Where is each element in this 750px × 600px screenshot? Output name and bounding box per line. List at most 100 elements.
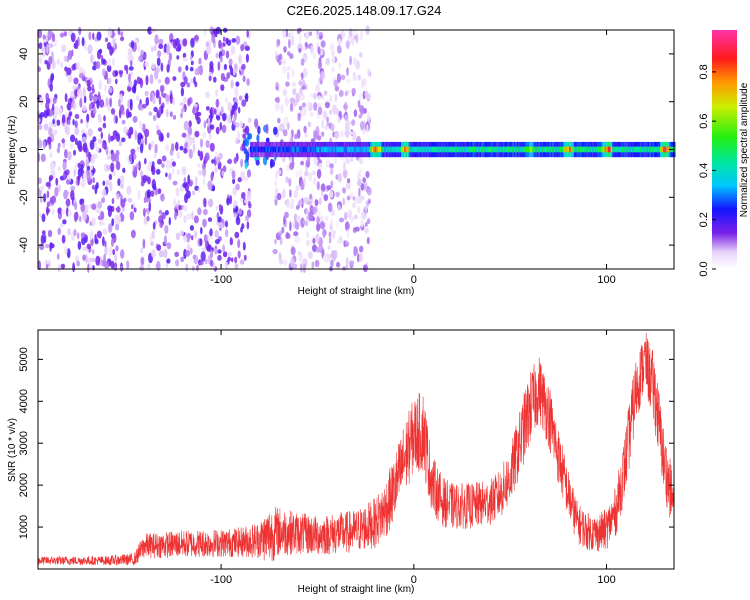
heatmap-band-core <box>467 146 469 153</box>
heatmap-cell <box>78 145 83 152</box>
heatmap-cell <box>80 198 85 205</box>
heatmap-cell <box>133 153 137 160</box>
heatmap-cell <box>165 159 171 170</box>
heatmap-cell <box>90 154 96 164</box>
heatmap-cell <box>306 239 310 247</box>
heatmap-cell <box>39 243 45 251</box>
heatmap-cell <box>237 177 242 183</box>
heatmap-cell <box>303 177 307 185</box>
heatmap-cell <box>89 91 93 102</box>
heatmap-band-core <box>273 146 275 153</box>
x-tick-label: 0 <box>411 574 417 586</box>
heatmap-cell <box>220 84 225 91</box>
heatmap-cell <box>122 110 125 116</box>
heatmap-cell <box>274 238 277 245</box>
heatmap-cell <box>156 244 162 251</box>
heatmap-cell <box>46 206 49 216</box>
heatmap-cell <box>91 184 95 190</box>
heatmap-band-core <box>472 146 474 153</box>
heatmap-band-core <box>584 146 587 153</box>
heatmap-cell <box>276 96 280 104</box>
heatmap-band-core <box>629 146 631 153</box>
heatmap-cell <box>352 202 356 209</box>
heatmap-cell <box>111 218 115 227</box>
heatmap-cell <box>366 111 370 122</box>
heatmap-cell <box>110 238 114 247</box>
heatmap-cell <box>61 138 65 144</box>
heatmap-cell <box>241 192 246 199</box>
heatmap-cell <box>50 74 54 84</box>
heatmap-cell <box>243 254 247 261</box>
heatmap-cell <box>226 114 232 125</box>
y-tick-label: 20 <box>18 96 30 108</box>
heatmap-cell <box>181 166 187 176</box>
heatmap-cell <box>298 253 303 263</box>
heatmap-band-core <box>621 146 624 153</box>
heatmap-cell <box>158 43 164 50</box>
heatmap-cell <box>62 173 66 180</box>
heatmap-cell <box>195 176 198 187</box>
heatmap-y-ticks: -40 -20 0 20 40 <box>18 48 674 253</box>
heatmap-cell <box>186 82 191 88</box>
heatmap-cell <box>66 102 72 111</box>
heatmap-band-core <box>422 146 425 153</box>
heatmap-cell <box>106 64 112 73</box>
heatmap-cell <box>359 168 362 173</box>
heatmap-band-core <box>544 146 547 153</box>
heatmap-band-core <box>418 146 420 153</box>
heatmap-band-core <box>479 146 482 153</box>
heatmap-band-core <box>401 146 403 153</box>
heatmap-band-core <box>546 146 548 153</box>
heatmap-cell <box>312 170 316 176</box>
heatmap-cell <box>243 147 248 155</box>
heatmap-cell <box>130 229 136 239</box>
heatmap-cell <box>303 131 309 138</box>
heatmap-cell <box>298 80 303 86</box>
heatmap-cell <box>312 238 316 244</box>
heatmap-cell <box>285 232 291 239</box>
heatmap-cell <box>222 165 227 173</box>
heatmap-band-core <box>280 146 283 153</box>
x-tick-label: -100 <box>210 574 232 586</box>
heatmap-cell <box>365 222 368 227</box>
heatmap-cell <box>304 32 310 40</box>
heatmap-cell <box>287 122 290 131</box>
heatmap-cell <box>184 141 188 149</box>
heatmap-cell <box>96 230 102 239</box>
heatmap-cell <box>205 91 210 99</box>
heatmap-cell <box>77 89 82 98</box>
heatmap-cell <box>109 246 113 257</box>
heatmap-cell <box>145 75 149 86</box>
heatmap-band-core <box>667 146 670 153</box>
heatmap-cell <box>218 39 222 49</box>
y-tick-label: -40 <box>18 237 30 253</box>
heatmap-cell <box>359 155 363 165</box>
heatmap-cell <box>248 203 252 209</box>
heatmap-cell <box>142 174 147 184</box>
heatmap-cell <box>164 76 170 85</box>
heatmap-band-core <box>609 146 611 153</box>
heatmap-cell <box>43 109 48 119</box>
heatmap-cell <box>344 125 351 132</box>
y-tick-label: 0 <box>18 146 30 152</box>
heatmap-cell <box>172 161 176 167</box>
heatmap-cell <box>199 150 204 161</box>
heatmap-band-core <box>664 146 667 153</box>
heatmap-cell <box>193 254 199 265</box>
heatmap-cell <box>166 44 171 55</box>
heatmap-cell <box>129 98 133 107</box>
heatmap-cell <box>66 248 71 259</box>
heatmap-cell <box>176 55 180 60</box>
heatmap-cell <box>48 43 54 48</box>
heatmap-cell <box>203 208 208 216</box>
heatmap-band-core <box>271 146 274 153</box>
heatmap-cell <box>338 62 341 69</box>
heatmap-cell <box>353 214 358 220</box>
heatmap-cell <box>212 185 216 192</box>
heatmap-cell <box>161 163 165 168</box>
heatmap-band-core <box>287 146 289 153</box>
heatmap-cell <box>176 151 181 159</box>
heatmap-cell <box>205 241 209 248</box>
heatmap-cell <box>105 97 109 106</box>
colorbar-gradient <box>712 30 737 269</box>
